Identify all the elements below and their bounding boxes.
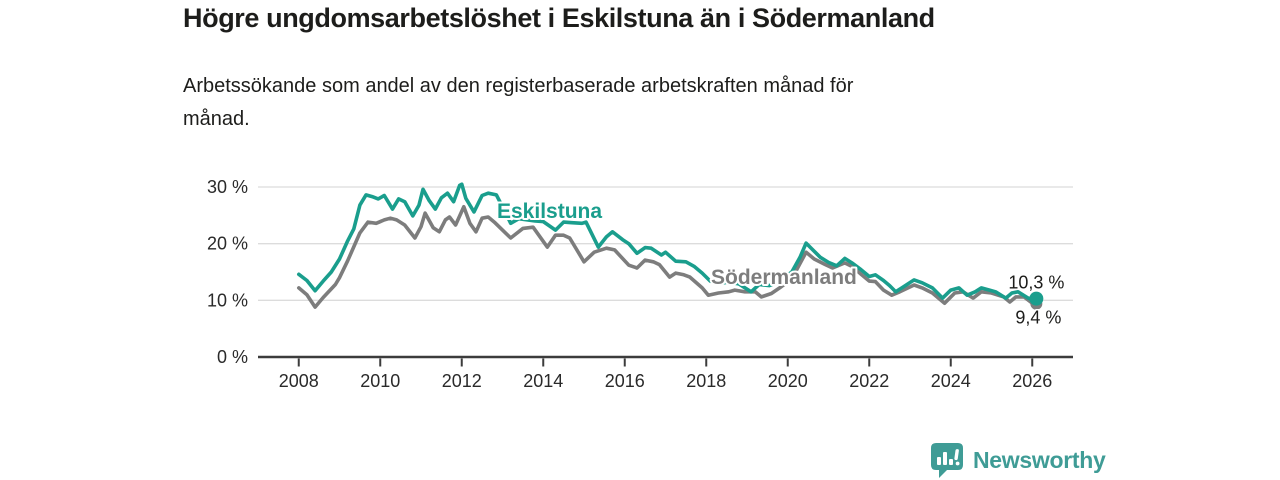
y-tick-label: 0 % [217,347,248,367]
x-tick-label: 2024 [931,371,971,391]
x-tick-label: 2022 [849,371,889,391]
series-end-dot-eskilstuna [1029,291,1044,306]
series-label-eskilstuna: Eskilstuna [497,200,602,223]
chart-title: Högre ungdomsarbetslöshet i Eskilstuna ä… [183,3,935,33]
y-tick-label: 30 % [207,177,248,197]
chart-subtitle-line1: Arbetssökande som andel av den registerb… [183,75,854,97]
chart-subtitle-line2: månad. [183,108,250,130]
newsworthy-logo-icon [931,443,963,478]
x-tick-label: 2014 [523,371,563,391]
x-tick-label: 2020 [768,371,808,391]
end-value-label-eskilstuna: 10,3 % [1008,273,1064,293]
y-tick-label: 10 % [207,290,248,310]
end-value-label-södermanland: 9,4 % [1015,308,1061,328]
newsworthy-brand-link[interactable]: Newsworthy [930,442,1106,479]
x-tick-label: 2026 [1012,371,1052,391]
series-label-södermanland: Södermanland [711,266,857,289]
x-tick-label: 2016 [605,371,645,391]
brand-name: Newsworthy [973,447,1106,473]
series-line-södermanland [296,205,1039,309]
chart-subtitle: Arbetssökande som andel av den registerb… [183,70,853,136]
x-tick-label: 2012 [442,371,482,391]
x-tick-label: 2010 [360,371,400,391]
series-line-eskilstuna [296,182,1039,302]
x-tick-label: 2008 [279,371,319,391]
y-tick-label: 20 % [207,234,248,254]
x-tick-label: 2018 [686,371,726,391]
